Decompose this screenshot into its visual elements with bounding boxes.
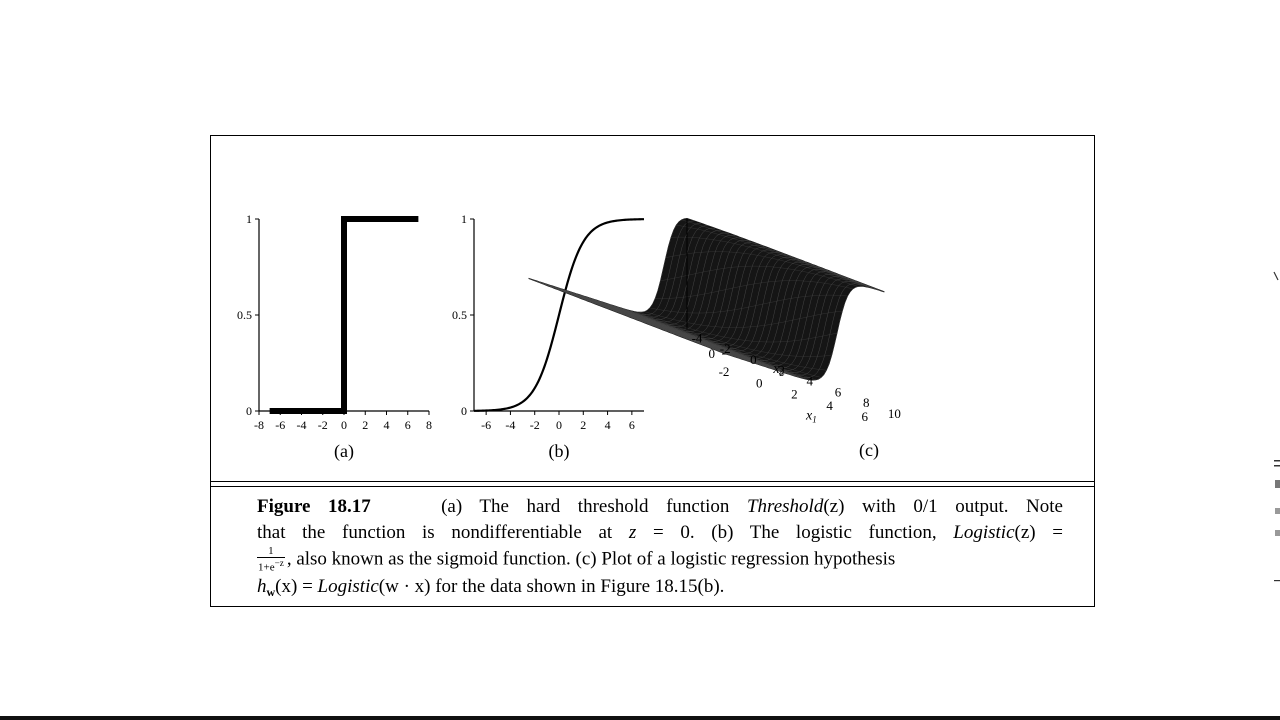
- x-tick-label: 2: [362, 418, 368, 432]
- surface-mesh-line: [591, 298, 790, 375]
- x-tick-label: 8: [426, 418, 432, 432]
- x2-tick-label: 8: [863, 395, 870, 410]
- panel-label: (c): [859, 440, 879, 461]
- surface-mesh-line: [623, 308, 822, 378]
- x2-tick-label: 0: [750, 352, 757, 367]
- y-tick-label: 0: [461, 404, 467, 418]
- surface-mesh-line: [676, 224, 874, 289]
- surface-mesh-line: [560, 288, 758, 365]
- x1-tick-label: 2: [791, 387, 798, 402]
- x1-tick-label: 4: [826, 398, 833, 413]
- x-tick-label: 0: [341, 418, 347, 432]
- surface-mesh-line: [613, 305, 811, 381]
- figure-label: Figure 18.17: [257, 496, 371, 517]
- y-tick-label: 0: [246, 404, 252, 418]
- surface-mesh-line: [644, 310, 843, 328]
- surface-mesh-line: [533, 279, 732, 356]
- surface-mesh-line: [665, 251, 864, 287]
- caption-rule-bottom: [211, 486, 1094, 487]
- panel-a-threshold-plot: 0 0.5 1 -8 -6 -4 -2 0 2 4 6 8 (a): [237, 212, 432, 462]
- caption-line-3: 1 1+e−z, also known as the sigmoid functi…: [257, 545, 896, 574]
- surface-mesh-line: [544, 283, 742, 360]
- surface-mesh-line: [586, 296, 785, 373]
- x1-tick-label: 0: [756, 375, 763, 390]
- surface-mesh-line: [576, 293, 774, 370]
- y-tick-label: 1: [461, 212, 467, 226]
- surface-mesh-line: [554, 286, 753, 363]
- surface-mesh-line: [671, 236, 869, 288]
- adjacent-page-edge: [1273, 271, 1280, 582]
- surface-mesh-line: [570, 291, 769, 368]
- caption-line-2: that the function is nondifferentiable a…: [257, 522, 1063, 543]
- surface-mesh-line: [628, 310, 827, 371]
- x1-axis-label: x1: [805, 408, 817, 424]
- y-tick-label: 1: [246, 212, 252, 226]
- x2-tick-label: 4: [807, 373, 814, 388]
- bottom-bar: [0, 716, 1280, 720]
- surface-mesh-line: [602, 301, 800, 378]
- x-tick-label: -6: [275, 418, 285, 432]
- surface-mesh-line: [660, 265, 859, 287]
- x2-tick-label: 10: [888, 406, 901, 421]
- y-tick-label: 0.5: [237, 308, 252, 322]
- y-tick-label: 0.5: [452, 308, 467, 322]
- x2-tick-label: 6: [835, 384, 842, 399]
- caption-rule-top: [211, 481, 1094, 482]
- x2-tick-label: -2: [720, 341, 731, 356]
- x1-tick-label: 6: [862, 409, 869, 424]
- x-tick-label: -8: [254, 418, 264, 432]
- surface-mesh-line: [549, 284, 748, 362]
- surface-mesh-line: [607, 303, 806, 380]
- caption-line-4: hw(x) = Logistic(w · x) for the data sho…: [257, 575, 725, 599]
- panel-label: (a): [334, 441, 354, 462]
- x-tick-label: -6: [481, 418, 491, 432]
- x-tick-label: 6: [405, 418, 411, 432]
- x1-tick-label: -2: [719, 364, 730, 379]
- figure-caption: Figure 18.17 (a) The hard threshold func…: [257, 494, 1063, 605]
- surface-mesh-line: [539, 281, 737, 358]
- sigmoid-fraction: 1 1+e−z: [257, 545, 285, 574]
- panel-label: (b): [549, 441, 570, 462]
- x-tick-label: -2: [318, 418, 328, 432]
- surface-mesh-line: [681, 219, 880, 291]
- surface-mesh-line: [618, 306, 816, 381]
- surface-mesh-line: [634, 311, 832, 357]
- caption-line-1: Figure 18.17 (a) The hard threshold func…: [257, 496, 1063, 517]
- x-tick-label: 6: [629, 418, 635, 432]
- x2-tick-label: -4: [692, 330, 703, 345]
- figure-plots: 00.51-8 -6 -4 -2 0 2 4 6 8(a) 00.51-6 -4 -2 0 2 4 6(b)…: [237, 212, 901, 462]
- x-tick-label: -4: [505, 418, 515, 432]
- surface-mesh-line: [639, 312, 837, 343]
- x-tick-label: -2: [530, 418, 540, 432]
- figure-box: 0 0.5 1 -8 -6 -4 -2 0 2 4 6 8 (a) 0 0.5 1 -6 -4 -2 0 2 4 6 (b)…: [210, 135, 1095, 607]
- surface-mesh-line: [686, 218, 885, 293]
- panel-b-logistic-plot: 0 0.5 1 -6 -4 -2 0 2 4 6 (b): [452, 212, 645, 462]
- z-tick-label: 0: [709, 346, 716, 361]
- surface-mesh-line: [649, 294, 848, 314]
- x-tick-label: 4: [384, 418, 390, 432]
- surface-mesh-line: [655, 280, 853, 299]
- x-tick-label: 4: [605, 418, 611, 432]
- surface-mesh-line: [565, 290, 764, 367]
- series-line: [269, 216, 419, 414]
- series-line: [473, 218, 645, 412]
- x2-tick-label: 2: [778, 363, 785, 378]
- surface-mesh-line: [528, 278, 727, 355]
- x-tick-label: 2: [580, 418, 586, 432]
- x-tick-label: -4: [297, 418, 307, 432]
- surface-mesh-line: [581, 295, 779, 372]
- x-tick-label: 0: [556, 418, 562, 432]
- surface-mesh-line: [597, 300, 795, 377]
